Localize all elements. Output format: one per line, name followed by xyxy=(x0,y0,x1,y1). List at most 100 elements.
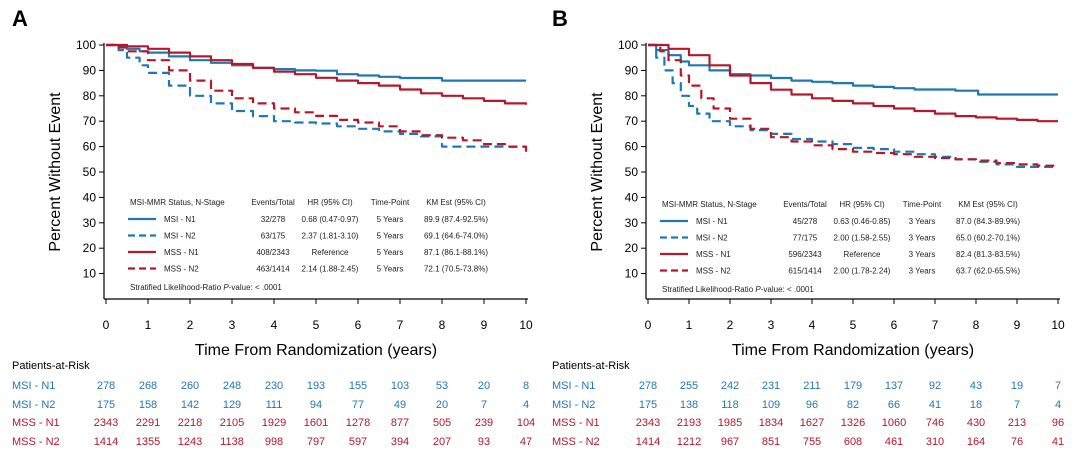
panel-a-risk-value: 1138 xyxy=(220,435,244,448)
panel-b-x-tick-label: 6 xyxy=(891,318,898,332)
panel-a-legend-name: MSI - N2 xyxy=(164,232,196,241)
panel-a-legend-cell: 89.9 (87.4-92.5%) xyxy=(424,215,488,224)
panel-a-series-mss-n2 xyxy=(106,43,528,152)
panel-b-risk-value: 138 xyxy=(679,398,699,411)
panel-b-risk-value: 310 xyxy=(925,435,945,448)
panel-a-legend-cell: 87.1 (86.1-88.1%) xyxy=(424,248,488,257)
panel-a-legend-header: KM Est (95% CI) xyxy=(426,198,486,207)
panel-a-x-tick-label: 4 xyxy=(271,318,278,332)
panel-a-risk-row: MSS - N1 2343 2291 2218 2105 1929 1601 1278 877 5… xyxy=(12,417,540,431)
panel-a-risk-value: 103 xyxy=(390,380,410,392)
panel-b-risk-value: 4 xyxy=(1054,398,1062,411)
panel-b-risk-value: 1985 xyxy=(717,417,743,429)
panel-a-risk-value: 1278 xyxy=(345,417,371,429)
panel-b-risk-row-label: MSI - N1 xyxy=(552,380,596,392)
panel-b-legend-cell: Reference xyxy=(844,250,881,259)
panel-a-risk-value: 239 xyxy=(474,417,494,429)
panel-a-legend-header: HR (95% CI) xyxy=(307,198,353,207)
panel-a-legend-name: MSS - N2 xyxy=(164,265,199,274)
panel-a-risk-value: 2218 xyxy=(177,417,203,429)
panel-b-x-tick-label: 5 xyxy=(850,318,857,332)
panel-b-risk-value: 118 xyxy=(721,398,739,411)
panel-b-x-tick-label: 1 xyxy=(686,318,693,332)
panel-b-series-mss-n1 xyxy=(648,43,1058,123)
panel-b-risk-value: 96 xyxy=(805,398,819,411)
panel-b-legend-cell: 63.7 (62.0-65.5%) xyxy=(956,267,1020,276)
panel-a-x-tick-label: 0 xyxy=(103,318,110,332)
panel-a-risk-row-label: MSS - N1 xyxy=(12,417,60,429)
panel-a-risk-row: MSI - N1 278 268 260 248 230 193 155 103 53 20 8 xyxy=(12,380,540,394)
panel-b-risk-value: 755 xyxy=(802,435,822,448)
panel-b-legend-header: Time-Point xyxy=(903,200,942,209)
panel-a-risk-row-label: MSI - N2 xyxy=(12,398,56,411)
panel-b-x-tick-label: 0 xyxy=(645,318,652,332)
panel-b-risk-value: 461 xyxy=(884,435,904,448)
panel-a-legend-cell: 5 Years xyxy=(377,265,404,274)
panel-b-legend-name: MSS - N1 xyxy=(696,250,731,259)
panel-b-risk-value: 430 xyxy=(966,417,986,429)
panel-a-risk-value: 1243 xyxy=(177,435,203,448)
panel-b-legend-cell: 0.63 (0.46-0.85) xyxy=(834,217,891,226)
panel-a-legend-cell: Reference xyxy=(312,248,349,257)
panel-a-risk-value: 53 xyxy=(435,380,449,392)
panel-a-risk-value: 129 xyxy=(222,398,242,411)
panel-a-x-axis-title: Time From Randomization (years) xyxy=(195,342,437,359)
panel-b-series-mss-n2 xyxy=(648,43,1060,167)
panel-b-risk-value: 608 xyxy=(843,435,863,448)
panel-b-y-tick-label: 50 xyxy=(625,165,639,179)
panel-b-risk-value: 242 xyxy=(720,380,740,392)
panel-b-risk-value: 278 xyxy=(638,380,658,392)
panel-b-risk-table: Patients-at-Risk MSI - N1 278 255 242 231 211 1… xyxy=(552,360,1080,451)
panel-a-risk-value: 2105 xyxy=(219,417,245,429)
panel-b-legend-cell: 615/1414 xyxy=(788,267,822,276)
panel-a-risk-value: 93 xyxy=(477,435,491,448)
panel-a-legend-name: MSS - N1 xyxy=(164,248,199,257)
panel-a-risk-value: 877 xyxy=(390,417,410,429)
panel-a-risk-value: 158 xyxy=(138,398,158,411)
panel-b-risk-row: MSS - N1 2343 2193 1985 1834 1627 1326 1060 746 4… xyxy=(552,417,1080,431)
panel-b-x-tick-label: 7 xyxy=(932,318,939,332)
panel-b-risk-value: 18 xyxy=(969,398,983,411)
panel-b-risk-value: 175 xyxy=(638,398,658,411)
panel-b-x-tick-label: 4 xyxy=(809,318,816,332)
panel-a-x-tick-label: 3 xyxy=(229,318,236,332)
panel-b-y-tick-label: 90 xyxy=(625,63,639,77)
panel-a-y-tick-label: 10 xyxy=(83,267,97,281)
panel-b-legend-cell: 2.00 (1.78-2.24) xyxy=(834,267,891,276)
panel-a-risk-value: 1601 xyxy=(303,417,329,429)
panel-b-legend-cell: 2.00 (1.58-2.55) xyxy=(834,234,891,243)
panel-a-legend-cell: 463/1414 xyxy=(256,265,290,274)
panel-a-risk-value: 47 xyxy=(519,435,533,448)
panel-b-x-tick-label: 2 xyxy=(727,318,734,332)
panel-b-y-axis-title: Percent Without Event xyxy=(589,92,606,252)
panel-a-risk-value: 94 xyxy=(309,398,323,411)
panel-b-risk-value: 1326 xyxy=(840,417,866,429)
panel-a-risk-value: 207 xyxy=(432,435,452,448)
panel-b-series-msi-n1 xyxy=(648,43,1058,96)
panel-b-legend-header: MSI-MMR Status, N-Stage xyxy=(662,200,757,209)
panel-a-y-tick-label: 30 xyxy=(83,216,97,230)
panel-a-risk-value: 4 xyxy=(522,398,530,411)
panel-a-legend-cell: 5 Years xyxy=(377,215,404,224)
panel-b-risk-value: 179 xyxy=(843,380,863,392)
panel-b-risk-value: 2343 xyxy=(635,417,661,429)
panel-b-legend-cell: 45/278 xyxy=(793,217,818,226)
panel-a-x-tick-label: 6 xyxy=(355,318,362,332)
panel-b-risk-value: 231 xyxy=(761,380,781,392)
panel-a-legend-cell: 408/2343 xyxy=(256,248,290,257)
panel-b-risk-value: 19 xyxy=(1010,380,1024,392)
panel-b-risk-value: 1414 xyxy=(635,435,661,448)
panel-b-risk-value: 76 xyxy=(1010,435,1024,448)
panel-a-legend-cell: 72.1 (70.5-73.8%) xyxy=(424,265,488,274)
panel-a-series-mss-n1 xyxy=(106,43,528,105)
panel-a-legend-name: MSI - N1 xyxy=(164,215,196,224)
panel-b-label: B xyxy=(552,6,568,31)
panel-b-legend-cell: 65.0 (60.2-70.1%) xyxy=(956,234,1020,243)
panel-a-legend-cell: 63/175 xyxy=(261,232,286,241)
panel-a-y-tick-label: 50 xyxy=(83,165,97,179)
panel-a-legend-cell: 0.68 (0.47-0.97) xyxy=(302,215,359,224)
panel-b-risk-value: 851 xyxy=(761,435,781,448)
panel-b-risk-value: 255 xyxy=(679,380,699,392)
panel-a-legend-cell: 32/278 xyxy=(261,215,286,224)
panel-b-risk-value: 1627 xyxy=(799,417,825,429)
